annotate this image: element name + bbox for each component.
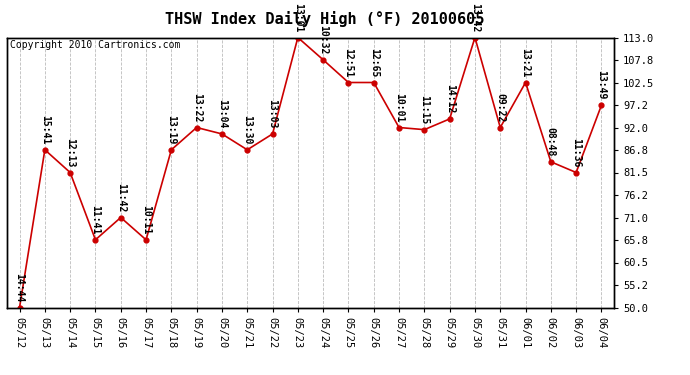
- Point: [495, 124, 506, 130]
- Point: [596, 102, 607, 108]
- Text: 13:49: 13:49: [596, 70, 607, 100]
- Point: [90, 237, 101, 243]
- Text: 10:01: 10:01: [394, 93, 404, 122]
- Text: 11:41: 11:41: [90, 205, 101, 234]
- Point: [217, 131, 228, 137]
- Point: [191, 124, 202, 130]
- Point: [317, 57, 328, 63]
- Text: 15:41: 15:41: [40, 115, 50, 144]
- Text: 10:32: 10:32: [318, 25, 328, 54]
- Text: 13:04: 13:04: [217, 99, 227, 128]
- Text: THSW Index Daily High (°F) 20100605: THSW Index Daily High (°F) 20100605: [165, 11, 484, 27]
- Text: 09:22: 09:22: [495, 93, 505, 122]
- Point: [343, 80, 354, 86]
- Text: 11:36: 11:36: [571, 138, 581, 167]
- Text: 14:44: 14:44: [14, 273, 25, 302]
- Point: [469, 34, 480, 40]
- Text: 11:15: 11:15: [420, 95, 429, 124]
- Point: [293, 34, 304, 40]
- Text: 13:21: 13:21: [520, 48, 531, 77]
- Point: [545, 159, 556, 165]
- Text: 12:51: 12:51: [344, 48, 353, 77]
- Point: [267, 131, 278, 137]
- Point: [39, 147, 50, 153]
- Text: 12:65: 12:65: [368, 48, 379, 77]
- Point: [520, 80, 531, 86]
- Point: [166, 147, 177, 153]
- Point: [241, 147, 253, 153]
- Point: [393, 124, 404, 130]
- Point: [571, 170, 582, 176]
- Text: 08:48: 08:48: [546, 127, 556, 156]
- Point: [368, 80, 380, 86]
- Point: [14, 304, 25, 310]
- Text: 13:01: 13:01: [293, 3, 303, 32]
- Text: 11:42: 11:42: [116, 183, 126, 212]
- Text: 13:42: 13:42: [470, 3, 480, 32]
- Text: 13:30: 13:30: [242, 115, 253, 144]
- Text: 13:22: 13:22: [192, 93, 201, 122]
- Text: 12:13: 12:13: [65, 138, 75, 167]
- Point: [419, 127, 430, 133]
- Text: 13:03: 13:03: [268, 99, 277, 128]
- Point: [115, 214, 126, 220]
- Point: [444, 116, 455, 122]
- Text: 13:19: 13:19: [166, 115, 177, 144]
- Text: 14:12: 14:12: [444, 84, 455, 113]
- Text: Copyright 2010 Cartronics.com: Copyright 2010 Cartronics.com: [10, 40, 180, 50]
- Text: 10:11: 10:11: [141, 205, 151, 234]
- Point: [65, 170, 76, 176]
- Point: [141, 237, 152, 243]
